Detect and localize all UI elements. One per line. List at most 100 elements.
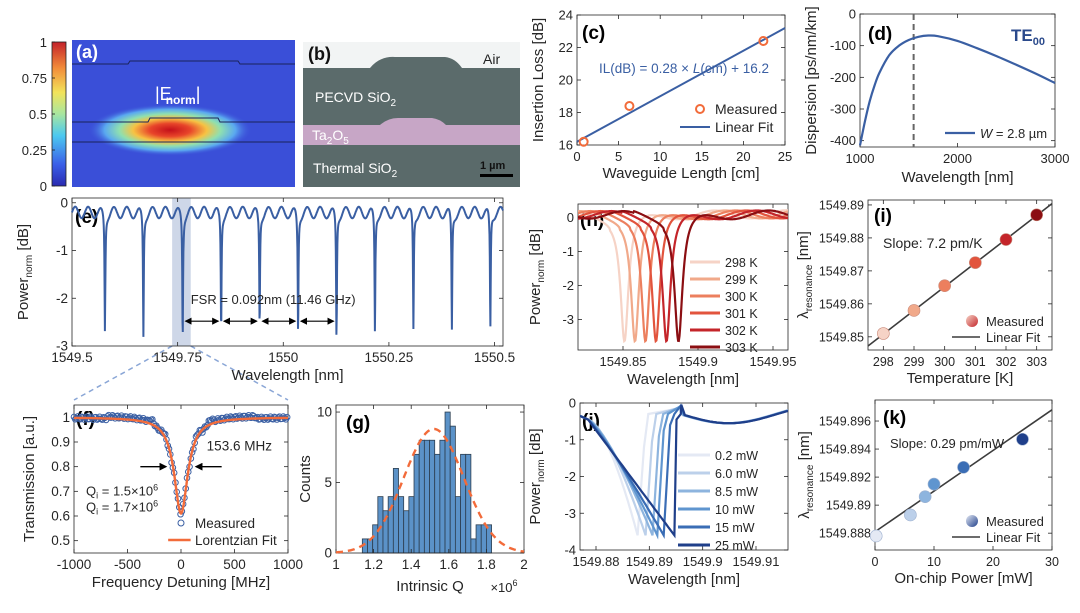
x-axis-label: Wavelength [nm]	[902, 169, 1014, 186]
axes-frame	[335, 404, 525, 554]
measured-point	[938, 279, 951, 293]
y-tick-label: -100	[830, 38, 856, 53]
colorbar-tick-label: 0.5	[29, 107, 47, 122]
y-tick-label: 0.9	[51, 435, 70, 450]
x-tick-label: 301	[965, 355, 986, 369]
lorentzian-fit-curve	[74, 416, 288, 516]
q-symbol: Q	[86, 499, 96, 514]
x-tick-label: 1550	[268, 350, 298, 365]
panel-label-e: (e)	[75, 207, 98, 228]
histogram-bar	[423, 439, 430, 554]
histogram-bar	[470, 538, 477, 554]
histogram-bar	[465, 453, 472, 554]
histogram-bar	[403, 510, 410, 554]
panel-label-g: (g)	[346, 413, 370, 434]
colorbar-tick-label: 0.75	[22, 71, 47, 86]
y-label-sub: resonance	[805, 464, 816, 511]
upper-cladding-boundary	[72, 60, 295, 65]
panel-f: -1000 -500 0 500 1000 0.5 0.6 0.7 0.8 0.9 1 Frequen…	[21, 404, 303, 591]
panel-e: 1549.5 1549.75 1550 1550.25 1550.5 0 -1 -2 -3 Wav…	[15, 195, 515, 384]
layer-label-air: Air	[483, 51, 500, 67]
y-tick-label: 1549.85	[819, 330, 864, 344]
histogram-bar	[392, 468, 399, 554]
y-tick-label: 0.6	[51, 509, 70, 524]
linear-fit-line	[576, 27, 786, 143]
measured-point	[1016, 432, 1029, 446]
axes-frame	[71, 197, 504, 347]
fit-equation: IL(dB) = 0.28 × L(cm) + 16.2	[599, 61, 769, 76]
x-axis-label: Intrinsic Q	[396, 578, 464, 595]
histogram-bar	[475, 524, 482, 554]
layer-label-thermal: Thermal SiO2	[313, 160, 398, 180]
x-tick-label: 1549.9	[678, 354, 718, 369]
q-symbol: Q	[86, 483, 96, 498]
x-tick-label: 1.6	[439, 557, 458, 572]
x-tick-label: 2	[520, 557, 528, 572]
y-label-main: Power	[527, 283, 544, 326]
q-sub: i	[96, 490, 98, 500]
x-tick-label: 25	[778, 149, 792, 164]
y-label-end: [nm]	[795, 231, 812, 264]
legend-marker-measured	[695, 104, 705, 114]
histogram-bar	[480, 524, 487, 554]
measured-point	[957, 460, 970, 474]
mode-profile	[88, 104, 252, 156]
measured-point	[624, 101, 635, 111]
y-label-end: [dB]	[527, 229, 544, 260]
measured-points	[70, 411, 291, 518]
legend-label: 303 K	[725, 341, 758, 355]
x-axis-label: Wavelength [nm]	[627, 371, 739, 388]
y-tick-label: 1549.89	[819, 198, 864, 212]
q-text: = 1.5×10	[98, 483, 153, 498]
legend-label: 8.5 mW	[715, 485, 758, 499]
y-tick-label: 18	[559, 105, 573, 120]
y-tick-label: 0	[569, 396, 576, 411]
legend-label: 302 K	[725, 324, 758, 338]
x-axis-label: Wavelength [nm]	[628, 571, 740, 588]
y-tick-label: -2	[56, 291, 68, 306]
x-tick-label: 1549.95	[750, 354, 797, 369]
axes-frame	[577, 203, 789, 351]
x-tick-label: 1550.5	[474, 350, 515, 365]
y-label-main: λ	[795, 311, 812, 319]
x-tick-label: 298	[873, 355, 894, 369]
spectra	[580, 403, 788, 540]
q-value: Qi = 1.7×106	[86, 498, 158, 516]
axes-frame	[73, 404, 289, 554]
x-tick-label: 10	[927, 555, 941, 569]
legend-label: W = 2.8 µm	[980, 126, 1047, 141]
q-exp: 6	[153, 498, 158, 508]
y-tick-label: 1549.86	[819, 297, 864, 311]
layer-label-ta2o5: Ta2O5	[312, 127, 349, 147]
panel-i: 298 299 300 301 302 303 1549.85 1549.86 1549.87 1…	[795, 198, 1053, 387]
y-tick-label: -3	[564, 506, 576, 521]
legend-label-fit: Linear Fit	[986, 330, 1041, 345]
panel-a: 1 0.75 0.5 0.25 0 (a) |E​norm|	[22, 35, 295, 194]
panel-label-i: (i)	[874, 206, 892, 227]
y-tick-label: 1549.88	[819, 231, 864, 245]
x-tick-label: 1549.85	[600, 354, 647, 369]
panel-c: 0 5 10 15 20 25 16 18 20 22 24 Waveguide Length [cm…	[530, 8, 792, 183]
x-axis-label: Frequency Detuning [MHz]	[92, 574, 270, 591]
histogram-bar	[377, 496, 384, 554]
measured-point	[969, 256, 982, 269]
y-axis-label: Transmission [a.u.]	[21, 416, 38, 542]
y-label-main: Power	[527, 482, 544, 525]
y-tick-label: -1	[564, 432, 576, 447]
legend-marker-measured	[966, 515, 978, 527]
x-tick-label: 0	[177, 557, 185, 572]
x-tick-label: 0	[573, 149, 580, 164]
legend-label: 6.0 mW	[715, 467, 758, 481]
x-tick-label: 1549.88	[573, 554, 620, 569]
multiplier-base: ×10	[490, 580, 512, 595]
y-tick-label: -300	[830, 102, 856, 117]
q-value: Qi = 1.5×106	[86, 482, 158, 500]
y-tick-label: 0	[849, 7, 856, 22]
x-tick-label: 1000	[846, 151, 875, 166]
slope-annotation: Slope: 7.2 pm/K	[883, 235, 983, 251]
slope-annotation: Slope: 0.29 pm/mW	[890, 436, 1005, 451]
x-tick-label: 1.4	[402, 557, 421, 572]
x-tick-label: 299	[904, 355, 925, 369]
y-axis-label: λresonance [nm]	[796, 431, 816, 519]
multiplier-exp: 6	[513, 578, 518, 588]
